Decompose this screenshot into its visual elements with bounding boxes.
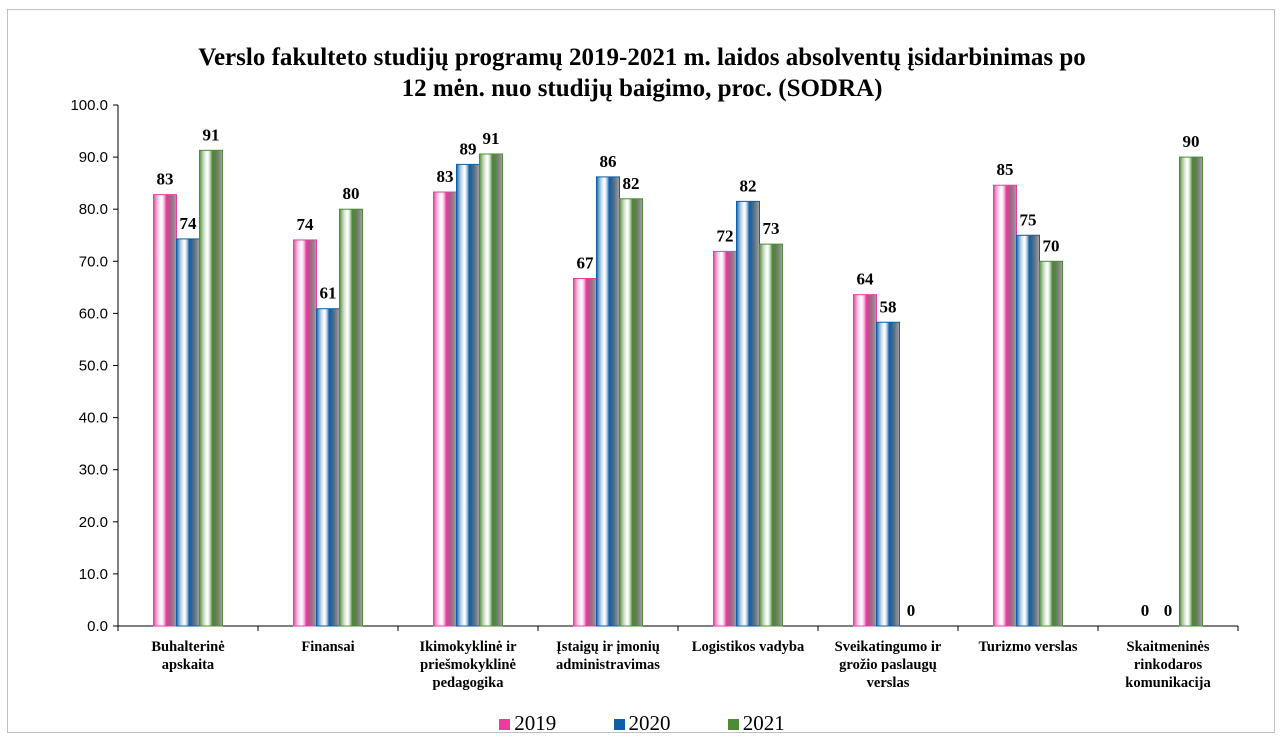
- y-tick-label: 10.0: [79, 566, 108, 583]
- x-tick-label-line: Skaitmeninės: [1127, 639, 1210, 655]
- bar-2020: [176, 238, 200, 627]
- bar-2019: [153, 194, 177, 627]
- legend-label-2019: 2019: [514, 711, 557, 735]
- data-label-2019: 72: [717, 226, 734, 245]
- x-tick-label: Logistikos vadyba: [692, 639, 805, 655]
- bar-2020: [596, 176, 620, 627]
- data-label-2020: 82: [740, 176, 757, 195]
- data-label-2021: 82: [623, 174, 640, 193]
- bar-2020: [456, 163, 480, 627]
- x-tick-label-line: komunikacija: [1125, 675, 1211, 691]
- x-tick-label-line: priešmokyklinė: [420, 657, 516, 673]
- chart-title: Verslo fakulteto studijų programų 2019-2…: [0, 42, 1284, 104]
- x-tick-label-line: Sveikatingumo ir: [835, 639, 942, 655]
- bar-2019: [853, 294, 877, 627]
- y-tick-label: 60.0: [79, 305, 108, 322]
- chart-title-line-2: 12 mėn. nuo studijų baigimo, proc. (SODR…: [401, 75, 883, 102]
- data-label-2021: 70: [1043, 236, 1060, 255]
- x-tick-label-line: verslas: [867, 675, 910, 691]
- bar-2021: [759, 243, 783, 627]
- data-label-2021: 90: [1183, 132, 1200, 151]
- bar-2019: [433, 191, 457, 627]
- y-tick-label: 20.0: [79, 514, 108, 531]
- y-tick-label: 0.0: [87, 618, 108, 635]
- data-label-2021: 91: [203, 125, 220, 144]
- data-label-2019: 67: [577, 253, 595, 272]
- legend-swatch-2019: [499, 719, 511, 730]
- x-tick-label-line: apskaita: [162, 657, 215, 673]
- x-tick-label-line: Įstaigų ir įmonių: [556, 639, 660, 655]
- data-label-2020: 86: [600, 152, 617, 171]
- data-label-2020: 89: [460, 139, 477, 158]
- bar-2021: [199, 149, 223, 627]
- y-tick-label: 80.0: [79, 201, 108, 218]
- y-tick-label: 30.0: [79, 462, 108, 479]
- legend-item-2020: 2020: [613, 711, 671, 736]
- x-tick-label: Finansai: [301, 639, 354, 655]
- legend-item-2021: 2021: [727, 711, 785, 736]
- x-tick-label-line: pedagogika: [433, 675, 505, 691]
- data-label-2019: 74: [297, 215, 315, 234]
- legend-item-2019: 2019: [499, 711, 556, 736]
- chart-title-line-1: Verslo fakulteto studijų programų 2019-2…: [198, 44, 1086, 71]
- bar-2021: [479, 153, 503, 627]
- x-tick-label-line: grožio paslaugų: [839, 657, 937, 673]
- bar-2019: [293, 239, 317, 627]
- data-label-2020: 75: [1020, 210, 1037, 229]
- x-tick-label-line: Buhalterinė: [151, 639, 225, 655]
- bar-2021: [1179, 156, 1203, 627]
- x-tick-label-line: Turizmo verslas: [979, 639, 1078, 655]
- x-tick-label-line: Finansai: [301, 639, 354, 655]
- bar-2019: [713, 250, 737, 627]
- bar-2021: [619, 198, 643, 627]
- data-label-2020: 74: [180, 214, 198, 233]
- data-label-2021: 91: [483, 129, 500, 148]
- data-label-2020: 0: [1164, 601, 1173, 620]
- data-label-2021: 73: [763, 219, 780, 238]
- data-label-2021: 0: [907, 601, 916, 620]
- x-tick-label-line: Ikimokyklinė ir: [419, 639, 517, 655]
- bar-2020: [316, 308, 340, 627]
- data-label-2020: 58: [880, 297, 897, 316]
- data-label-2019: 83: [157, 170, 174, 189]
- data-label-2019: 83: [437, 167, 454, 186]
- bar-2019: [573, 277, 597, 627]
- data-label-2019: 85: [997, 160, 1014, 179]
- bar-2019: [993, 184, 1017, 627]
- x-tick-label: Turizmo verslas: [979, 639, 1078, 655]
- x-tick-label: Įstaigų ir įmonių administravimas: [556, 639, 660, 673]
- legend-label-2020: 2020: [628, 711, 671, 735]
- data-label-2020: 61: [320, 284, 337, 303]
- y-tick-label: 70.0: [79, 253, 108, 270]
- data-label-2021: 80: [343, 184, 360, 203]
- legend-swatch-2021: [727, 719, 739, 730]
- x-tick-label: Ikimokyklinė ir priešmokyklinė pedagogika: [419, 639, 517, 691]
- data-label-2019: 64: [857, 270, 875, 289]
- y-tick-label: 40.0: [79, 410, 108, 427]
- bar-2021: [339, 208, 363, 627]
- chart-legend: 2019 2020 2021: [0, 711, 1284, 736]
- legend-swatch-2020: [613, 719, 625, 730]
- x-tick-label-line: rinkodaros: [1134, 657, 1203, 673]
- y-tick-label: 100.0: [70, 97, 108, 114]
- legend-label-2021: 2021: [742, 711, 785, 735]
- x-tick-label-line: administravimas: [556, 657, 660, 673]
- y-tick-label: 90.0: [79, 149, 108, 166]
- x-tick-label: Sveikatingumo ir grožio paslaugų verslas: [835, 639, 942, 691]
- bar-2021: [1039, 260, 1063, 627]
- x-tick-label: Buhalterinė apskaita: [151, 639, 225, 673]
- y-tick-label: 50.0: [79, 358, 108, 375]
- data-label-2019: 0: [1141, 601, 1150, 620]
- x-tick-label-line: Logistikos vadyba: [692, 639, 805, 655]
- bar-2020: [1016, 234, 1040, 627]
- bar-2020: [876, 321, 900, 627]
- bar-2020: [736, 200, 760, 627]
- x-tick-label: Skaitmeninės rinkodaros komunikacija: [1125, 639, 1211, 691]
